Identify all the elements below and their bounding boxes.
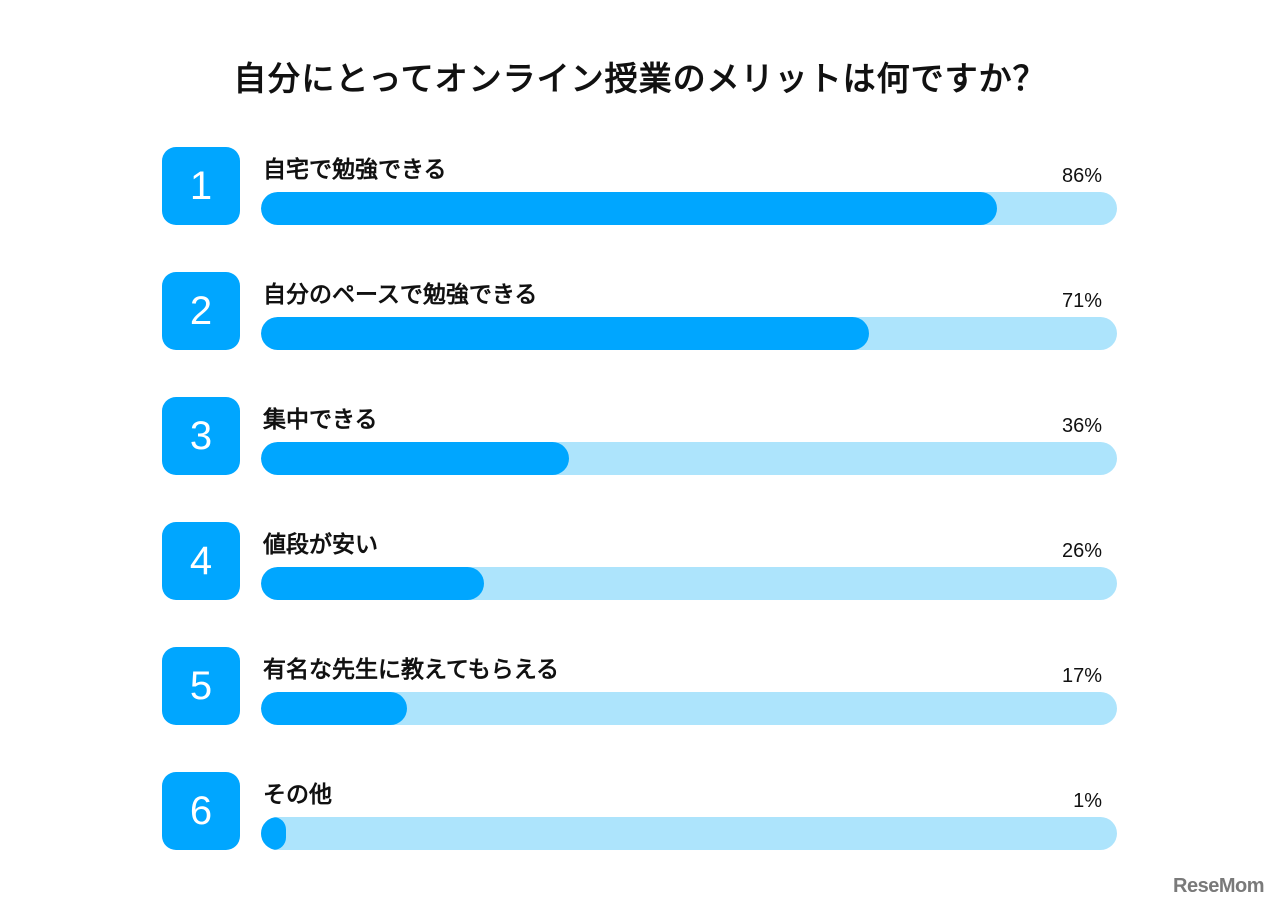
bar (261, 692, 407, 725)
bar-track (261, 192, 1117, 225)
bar-track (261, 317, 1117, 350)
bar-value-label: 1% (1073, 790, 1102, 812)
rank-badge: 5 (162, 647, 240, 725)
bar-value-label: 17% (1061, 665, 1102, 687)
resemom-logo: ReseMom (1173, 875, 1264, 897)
rank-badge: 1 (162, 147, 240, 225)
bar-label: 自分のペースで勉強できる (263, 282, 538, 308)
bar-value-label: 86% (1061, 165, 1102, 187)
bar-value-label: 71% (1061, 290, 1102, 312)
bar (261, 192, 997, 225)
bar-label: 有名な先生に教えてもらえる (263, 657, 560, 683)
rank-badge: 3 (162, 397, 240, 475)
bar-row: 6 その他 1% (0, 772, 1280, 852)
rank-badge: 6 (162, 772, 240, 850)
bar-value-label: 26% (1061, 540, 1102, 562)
bar-row: 2 自分のペースで勉強できる 71% (0, 272, 1280, 352)
bar-label: 自宅で勉強できる (263, 157, 447, 183)
bar-track (261, 442, 1117, 475)
bar-label: 集中できる (263, 407, 378, 433)
bar (261, 317, 869, 350)
bar-track (261, 567, 1117, 600)
bar (261, 442, 569, 475)
bar-track (261, 692, 1117, 725)
rank-badge: 4 (162, 522, 240, 600)
rank-badge: 2 (162, 272, 240, 350)
chart-title: 自分にとってオンライン授業のメリットは何ですか？ (233, 59, 1047, 98)
bar-row: 5 有名な先生に教えてもらえる 17% (0, 647, 1280, 727)
bar-row: 3 集中できる 36% (0, 397, 1280, 477)
bar (261, 567, 484, 600)
bar-label: 値段が安い (263, 532, 378, 558)
bar-value-label: 36% (1061, 415, 1102, 437)
bar-row: 4 値段が安い 26% (0, 522, 1280, 602)
bar-row: 1 自宅で勉強できる 86% (0, 147, 1280, 227)
bar-track (261, 817, 1117, 850)
bar (261, 817, 286, 850)
bar-label: その他 (263, 782, 332, 808)
